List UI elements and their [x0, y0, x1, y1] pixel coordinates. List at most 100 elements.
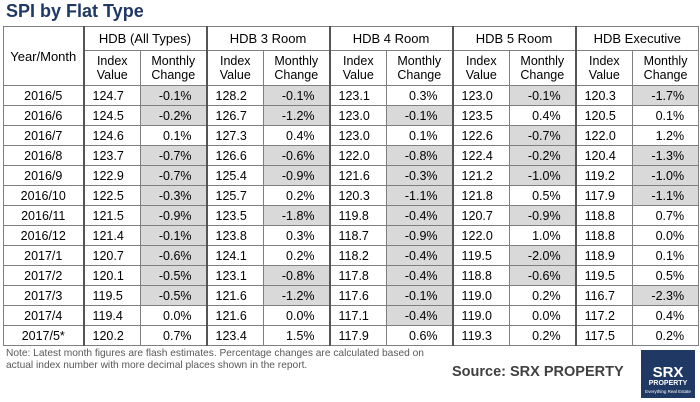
header-row: Year/Month HDB (All Types) HDB 3 Room HDB 4… [3, 26, 700, 86]
value-cell: -0.5% [139, 285, 208, 306]
value-cell: 122.0 [574, 125, 634, 146]
logo: SRX PROPERTY Everything Real Estate [641, 350, 695, 398]
value-cell: 124.5 [82, 105, 141, 126]
value-cell: -1.7% [632, 85, 700, 106]
value-cell: 127.3 [205, 125, 265, 146]
value-cell: 0.4% [632, 305, 700, 326]
value-cell: 118.7 [328, 225, 388, 246]
value-cell: -0.8% [263, 265, 331, 286]
value-cell: 123.7 [82, 145, 141, 166]
value-cell: -0.8% [386, 145, 454, 166]
value-cell: -0.3% [139, 185, 208, 206]
value-cell: 120.3 [328, 185, 388, 206]
data-row: 2017/4 119.4 0.0% 121.6 0.0% 117.1 -0.4% 119.0 0… [3, 305, 700, 326]
value-cell: 121.6 [205, 285, 265, 306]
value-cell: 122.0 [328, 145, 388, 166]
value-cell: 117.9 [574, 185, 634, 206]
value-cell: -0.4% [386, 265, 454, 286]
data-row: 2016/6 124.5 -0.2% 126.7 -1.2% 123.0 -0.1% 123.… [3, 105, 700, 126]
value-cell: 123.5 [205, 205, 265, 226]
value-cell: 123.1 [328, 85, 388, 106]
month-cell: 2017/1 [3, 245, 84, 266]
corner-header: Year/Month [3, 26, 84, 86]
value-cell: -1.2% [263, 285, 331, 306]
value-cell: -0.3% [386, 165, 454, 186]
value-cell: 117.9 [328, 325, 388, 346]
value-cell: 123.0 [328, 105, 388, 126]
value-cell: 121.8 [451, 185, 511, 206]
value-cell: 0.2% [509, 285, 577, 306]
group-header: HDB 3 Room [205, 26, 331, 51]
value-cell: 0.1% [632, 105, 700, 126]
value-cell: 0.4% [263, 125, 331, 146]
value-cell: -0.9% [263, 165, 331, 186]
value-cell: 1.2% [632, 125, 700, 146]
value-cell: 124.6 [82, 125, 141, 146]
value-cell: 117.8 [328, 265, 388, 286]
group-header: HDB Executive [574, 26, 700, 51]
value-cell: 125.7 [205, 185, 265, 206]
value-cell: -1.2% [263, 105, 331, 126]
data-row: 2017/2 120.1 -0.5% 123.1 -0.8% 117.8 -0.4% 118.… [3, 265, 700, 286]
value-cell: -1.1% [386, 185, 454, 206]
month-cell: 2017/2 [3, 265, 84, 286]
value-cell: 125.4 [205, 165, 265, 186]
note: Note: Latest month figures are flash est… [6, 348, 424, 371]
value-cell: 122.4 [451, 145, 511, 166]
value-cell: 0.6% [386, 325, 454, 346]
month-cell: 2016/11 [3, 205, 84, 226]
value-cell: -0.7% [509, 125, 577, 146]
value-cell: 123.5 [451, 105, 511, 126]
logo-name: SRX [652, 364, 684, 381]
value-cell: 120.1 [82, 265, 141, 286]
title: SPI by Flat Type [6, 1, 144, 21]
value-cell: 117.1 [328, 305, 388, 326]
value-cell: 0.3% [386, 85, 454, 106]
value-cell: 124.1 [205, 245, 265, 266]
value-cell: 118.9 [574, 245, 634, 266]
data-row: 2016/12 121.4 -0.1% 123.8 0.3% 118.7 -0.9% 122.… [3, 225, 700, 246]
value-cell: -0.9% [386, 225, 454, 246]
data-row: 2017/5* 120.2 0.7% 123.4 1.5% 117.9 0.6% 119.3 0… [3, 325, 700, 346]
value-cell: -0.1% [509, 85, 577, 106]
value-cell: 122.6 [451, 125, 511, 146]
month-cell: 2016/5 [3, 85, 84, 106]
value-cell: 123.1 [205, 265, 265, 286]
value-cell: -0.4% [386, 305, 454, 326]
value-cell: -0.5% [139, 265, 208, 286]
value-cell: -0.1% [263, 85, 331, 106]
group-header: HDB 4 Room [328, 26, 454, 51]
subheader: Monthly Change [632, 50, 700, 86]
value-cell: -0.1% [386, 285, 454, 306]
value-cell: 121.6 [328, 165, 388, 186]
value-cell: 0.5% [632, 265, 700, 286]
value-cell: 0.2% [263, 185, 331, 206]
value-cell: 121.2 [451, 165, 511, 186]
subheader: Index Value [574, 50, 634, 86]
data-row: 2017/3 119.5 -0.5% 121.6 -1.2% 117.6 -0.1% 119.… [3, 285, 700, 306]
value-cell: 121.4 [82, 225, 141, 246]
value-cell: 0.1% [139, 125, 208, 146]
subheader: Monthly Change [263, 50, 331, 86]
value-cell: -0.1% [139, 85, 208, 106]
value-cell: -0.1% [139, 225, 208, 246]
subheader: Index Value [82, 50, 141, 86]
value-cell: -0.4% [386, 205, 454, 226]
value-cell: -0.6% [263, 145, 331, 166]
value-cell: 0.1% [386, 125, 454, 146]
month-cell: 2016/10 [3, 185, 84, 206]
value-cell: 0.5% [509, 185, 577, 206]
value-cell: 0.1% [632, 245, 700, 266]
value-cell: -0.4% [386, 245, 454, 266]
value-cell: -0.2% [139, 105, 208, 126]
value-cell: -1.3% [632, 145, 700, 166]
value-cell: -0.6% [139, 245, 208, 266]
value-cell: 121.5 [82, 205, 141, 226]
value-cell: 124.7 [82, 85, 141, 106]
data-row: 2016/7 124.6 0.1% 127.3 0.4% 123.0 0.1% 122.6 -0… [3, 125, 700, 146]
spi-table: Year/Month HDB (All Types) HDB 3 Room HDB 4… [3, 26, 700, 346]
value-cell: 121.6 [205, 305, 265, 326]
value-cell: 0.0% [632, 225, 700, 246]
source: Source: SRX PROPERTY [452, 364, 624, 380]
